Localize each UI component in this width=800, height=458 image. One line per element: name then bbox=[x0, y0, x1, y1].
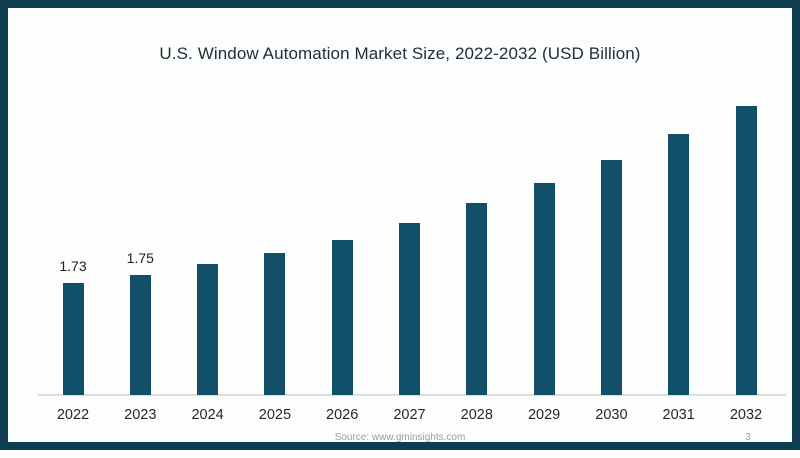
bar-value-label-2023: 1.75 bbox=[126, 250, 154, 266]
bar-2029 bbox=[533, 183, 555, 395]
bar-2023 bbox=[129, 275, 151, 395]
bar-2032 bbox=[735, 106, 757, 395]
x-tick-label-2024: 2024 bbox=[191, 407, 224, 423]
x-tick-label-2029: 2029 bbox=[527, 407, 561, 423]
bar-2028 bbox=[466, 203, 488, 395]
x-tick-label-2022: 2022 bbox=[56, 407, 90, 423]
x-tick-label-2030: 2030 bbox=[595, 407, 628, 423]
x-axis-line bbox=[38, 394, 786, 396]
bar-2030 bbox=[600, 160, 622, 395]
chart-title: U.S. Window Automation Market Size, 2022… bbox=[159, 44, 641, 63]
page-number: 3 bbox=[745, 432, 751, 443]
bar-2027 bbox=[399, 223, 420, 395]
x-tick-label-2023: 2023 bbox=[124, 407, 157, 423]
bar-2025 bbox=[264, 253, 286, 395]
x-tick-label-2032: 2032 bbox=[729, 407, 763, 423]
bar-chart-plot: 1.73 2022 1.75 2023 2024 2025 2026 2027 2028 2029… bbox=[8, 8, 800, 458]
bar-2031 bbox=[668, 134, 690, 395]
bar-2022 bbox=[62, 283, 84, 395]
x-tick-label-2025: 2025 bbox=[258, 407, 292, 423]
bar-2026 bbox=[331, 240, 353, 395]
x-tick-label-2027: 2027 bbox=[393, 407, 426, 423]
bar-value-label-2022: 1.73 bbox=[59, 258, 87, 274]
x-tick-label-2028: 2028 bbox=[460, 407, 493, 423]
bar-2024 bbox=[197, 264, 219, 395]
x-tick-label-2026: 2026 bbox=[326, 407, 359, 423]
source-credit: Source: www.gminsights.com bbox=[334, 432, 466, 443]
x-tick-label-2031: 2031 bbox=[662, 407, 695, 423]
